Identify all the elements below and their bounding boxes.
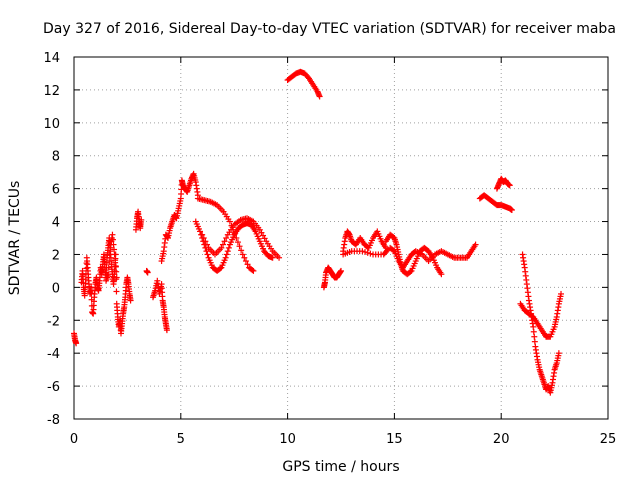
data-point-marker [407, 268, 414, 275]
data-point-marker [239, 251, 246, 258]
y-tick-label: -8 [47, 413, 60, 428]
data-point-marker [200, 235, 207, 241]
data-point-marker [508, 207, 515, 214]
data-point-marker [338, 267, 344, 274]
grid-lines [74, 57, 608, 419]
data-point-marker [276, 254, 283, 261]
data-point-marker [472, 241, 479, 248]
data-point-marker [197, 228, 204, 235]
data-point-marker [105, 264, 112, 271]
data-point-marker [250, 267, 257, 274]
data-point-marker [244, 261, 251, 268]
data-point-marker [223, 251, 230, 258]
data-point-marker [224, 248, 231, 255]
plot-frame [73, 56, 609, 420]
data-point-marker [234, 239, 241, 246]
y-tick-label: -4 [47, 347, 60, 362]
data-point-marker [204, 251, 211, 258]
data-point-marker [199, 231, 206, 238]
data-point-marker [269, 254, 276, 261]
data-point-marker [202, 238, 209, 245]
data-point-marker [249, 267, 256, 274]
y-tick-label: 14 [43, 51, 60, 66]
data-point-marker [138, 216, 145, 223]
data-point-marker [113, 274, 120, 281]
data-point-marker [225, 244, 232, 251]
data-point-marker [221, 238, 228, 245]
data-point-marker [113, 268, 120, 275]
y-tick-label: 4 [52, 216, 60, 231]
y-tick-label: -2 [47, 314, 60, 329]
data-point-marker [144, 269, 151, 276]
y-tick-label: 0 [52, 281, 60, 296]
data-point-marker [233, 235, 240, 241]
data-point-marker [127, 297, 134, 304]
data-point-marker [226, 218, 233, 225]
x-axis-label: GPS time / hours [282, 459, 399, 475]
data-point-marker [111, 251, 118, 258]
data-point-marker [222, 254, 229, 261]
data-point-marker [105, 271, 112, 278]
data-point-marker [558, 290, 565, 297]
data-point-marker [236, 243, 243, 250]
data-point-marker [241, 254, 248, 261]
y-tick-label: 10 [43, 117, 60, 132]
x-tick-label: 15 [386, 432, 403, 447]
data-point-marker [555, 350, 562, 357]
data-point-marker [364, 249, 371, 256]
data-point-marker [506, 182, 513, 189]
data-point-marker [316, 93, 323, 100]
y-tick-labels: -8 -6 -4 -2 0 2 4 6 8 10 12 14 [43, 51, 60, 428]
data-point-marker [163, 327, 170, 334]
data-point-marker [438, 271, 445, 278]
data-point-marker [112, 262, 119, 269]
data-point-marker [359, 248, 366, 255]
data-point-marker [223, 235, 230, 241]
data-point-marker [112, 257, 119, 264]
data-point-marker [113, 288, 120, 295]
data-point-marker [73, 340, 80, 347]
x-tick-label: 10 [279, 432, 296, 447]
x-tick-label: 5 [177, 432, 185, 447]
y-tick-label: 6 [52, 183, 60, 198]
data-point-marker [203, 248, 210, 255]
data-point-marker [367, 250, 374, 257]
y-tick-label: -6 [47, 380, 60, 395]
chart-title: Day 327 of 2016, Sidereal Day-to-day VTE… [43, 21, 616, 37]
y-axis-label: SDTVAR / TECUs [7, 181, 23, 296]
x-tick-label: 0 [70, 432, 78, 447]
x-tick-label: 25 [600, 432, 617, 447]
y-tick-label: 12 [43, 84, 60, 99]
y-tick-label: 2 [52, 248, 60, 263]
data-point-marker [362, 248, 369, 255]
data-point-marker [383, 247, 390, 254]
data-points [71, 68, 565, 396]
data-point-marker [390, 247, 397, 254]
data-point-marker [218, 244, 225, 251]
data-point-marker [219, 241, 226, 248]
x-tick-labels: 0 5 10 15 20 25 [70, 432, 616, 447]
x-tick-label: 20 [493, 432, 510, 447]
data-point-marker [238, 247, 245, 254]
data-point-marker [242, 258, 249, 265]
y-tick-label: 8 [52, 150, 60, 165]
data-point-marker [203, 241, 210, 248]
axis-ticks [73, 56, 609, 420]
data-point-marker [106, 258, 113, 265]
data-point-marker [217, 265, 224, 272]
